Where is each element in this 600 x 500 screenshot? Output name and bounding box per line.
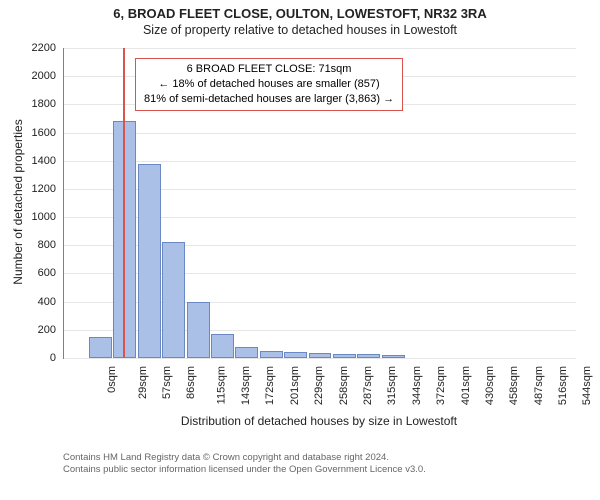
- chart-container: 6, BROAD FLEET CLOSE, OULTON, LOWESTOFT,…: [0, 0, 600, 500]
- y-tick-label: 1600: [0, 127, 56, 139]
- histogram-bar: [357, 354, 380, 358]
- x-tick-label: 344sqm: [411, 366, 423, 405]
- y-tick-label: 0: [0, 352, 56, 364]
- histogram-bar: [187, 302, 210, 358]
- x-tick-label: 201sqm: [289, 366, 301, 405]
- y-tick-label: 2000: [0, 70, 56, 82]
- info-box: 6 BROAD FLEET CLOSE: 71sqm ← 18% of deta…: [135, 58, 403, 111]
- footer-line2: Contains public sector information licen…: [63, 464, 426, 476]
- histogram-bar: [235, 347, 258, 358]
- x-tick-label: 315sqm: [387, 366, 399, 405]
- marker-line: [123, 48, 125, 358]
- histogram-bar: [333, 354, 356, 358]
- info-box-line2: ← 18% of detached houses are smaller (85…: [144, 77, 394, 92]
- y-tick-label: 600: [0, 267, 56, 279]
- x-tick-label: 29sqm: [137, 366, 149, 399]
- x-tick-label: 258sqm: [338, 366, 350, 405]
- x-tick-label: 372sqm: [435, 366, 447, 405]
- x-tick-label: 143sqm: [240, 366, 252, 405]
- y-tick-label: 1800: [0, 98, 56, 110]
- x-tick-label: 0sqm: [106, 366, 118, 393]
- gridline: [64, 48, 576, 49]
- histogram-bar: [89, 337, 112, 358]
- histogram-bar: [211, 334, 234, 358]
- info-box-line3: 81% of semi-detached houses are larger (…: [144, 92, 394, 107]
- x-tick-label: 115sqm: [215, 366, 227, 404]
- gridline: [64, 358, 576, 359]
- x-axis-label: Distribution of detached houses by size …: [63, 414, 575, 428]
- x-tick-label: 287sqm: [362, 366, 374, 405]
- histogram-bar: [382, 355, 405, 358]
- histogram-bar: [309, 353, 332, 358]
- info-box-line1: 6 BROAD FLEET CLOSE: 71sqm: [144, 62, 394, 77]
- x-tick-label: 401sqm: [460, 366, 472, 405]
- x-tick-label: 458sqm: [508, 366, 520, 405]
- x-tick-label: 229sqm: [313, 366, 325, 405]
- gridline: [64, 161, 576, 162]
- x-tick-label: 487sqm: [533, 366, 545, 405]
- y-tick-label: 2200: [0, 42, 56, 54]
- gridline: [64, 133, 576, 134]
- y-tick-label: 800: [0, 239, 56, 251]
- y-tick-label: 1200: [0, 183, 56, 195]
- y-tick-label: 400: [0, 296, 56, 308]
- histogram-bar: [284, 352, 307, 358]
- title-subtitle: Size of property relative to detached ho…: [0, 21, 600, 37]
- y-ticks: 0200400600800100012001400160018002000220…: [0, 48, 60, 358]
- y-tick-label: 1000: [0, 211, 56, 223]
- x-tick-label: 430sqm: [484, 366, 496, 405]
- x-tick-label: 516sqm: [557, 366, 569, 405]
- histogram-bar: [162, 242, 185, 358]
- footer: Contains HM Land Registry data © Crown c…: [63, 452, 426, 477]
- x-tick-label: 172sqm: [265, 366, 277, 405]
- histogram-bar: [260, 351, 283, 358]
- title-address: 6, BROAD FLEET CLOSE, OULTON, LOWESTOFT,…: [0, 0, 600, 21]
- y-tick-label: 1400: [0, 155, 56, 167]
- y-tick-label: 200: [0, 324, 56, 336]
- x-tick-label: 86sqm: [185, 366, 197, 399]
- x-tick-label: 544sqm: [582, 366, 594, 405]
- footer-line1: Contains HM Land Registry data © Crown c…: [63, 452, 426, 464]
- x-tick-label: 57sqm: [161, 366, 173, 399]
- histogram-bar: [138, 164, 161, 358]
- x-ticks: 0sqm 29sqm 57sqm 86sqm 115sqm 143sqm 172sqm 201…: [63, 362, 575, 422]
